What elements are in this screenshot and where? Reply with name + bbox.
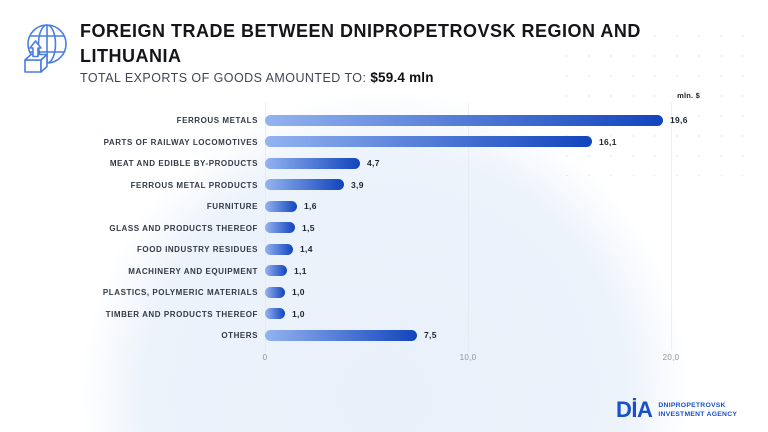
category-label: FERROUS METAL PRODUCTS xyxy=(130,180,258,190)
globe-export-icon xyxy=(24,24,67,73)
bar xyxy=(265,265,287,276)
dia-logo-text: DİA xyxy=(616,397,653,422)
category-label: GLASS AND PRODUCTS THEREOF xyxy=(109,223,258,233)
bar xyxy=(265,179,344,190)
agency-name-line2: INVESTMENT AGENCY xyxy=(658,411,738,418)
category-label: PARTS OF RAILWAY LOCOMOTIVES xyxy=(103,137,258,147)
bar xyxy=(265,222,295,233)
agency-name-line1: DNIPROPETROVSK xyxy=(658,402,726,409)
bar xyxy=(265,329,417,341)
bar xyxy=(265,200,297,212)
category-label: OTHERS xyxy=(221,331,258,340)
bar xyxy=(265,243,293,255)
category-label: PLASTICS, POLYMERIC MATERIALS xyxy=(102,288,258,297)
agency-name: DNIPROPETROVSK INVESTMENT AGENCY xyxy=(658,401,737,419)
axis-unit-label: mln. $ xyxy=(677,91,700,100)
value-label: 4,7 xyxy=(367,158,380,168)
subtitle: TOTAL EXPORTS OF GOODS AMOUNTED TO: $59.… xyxy=(80,70,434,85)
value-label: 1,4 xyxy=(300,244,313,254)
value-label: 1,0 xyxy=(292,308,305,319)
category-label: FURNITURE xyxy=(206,202,258,211)
x-tick-label: 20,0 xyxy=(662,353,680,362)
category-label: MACHINERY AND EQUIPMENT xyxy=(128,266,258,276)
bar xyxy=(265,114,663,126)
gridline xyxy=(671,103,672,351)
category-label: FOOD INDUSTRY RESIDUES xyxy=(136,245,258,254)
value-label: 7,5 xyxy=(424,330,437,340)
bar xyxy=(265,286,285,298)
value-label: 16,1 xyxy=(599,136,617,147)
bar xyxy=(265,136,592,147)
category-label: FERROUS METALS xyxy=(176,116,258,125)
gridline xyxy=(468,103,469,351)
x-tick-label: 10,0 xyxy=(459,353,477,362)
x-tick-label: 0 xyxy=(262,353,268,362)
value-label: 19,6 xyxy=(670,115,688,125)
agency-logo: DİA DNIPROPETROVSK INVESTMENT AGENCY xyxy=(616,398,737,422)
category-label: TIMBER AND PRODUCTS THEREOF xyxy=(105,309,258,319)
category-label: MEAT AND EDIBLE BY-PRODUCTS xyxy=(109,159,258,168)
value-label: 3,9 xyxy=(351,179,364,190)
value-label: 1,1 xyxy=(294,265,307,276)
value-label: 1,0 xyxy=(292,287,305,297)
subtitle-prefix: TOTAL EXPORTS OF GOODS AMOUNTED TO: xyxy=(80,71,367,85)
bar xyxy=(265,308,285,319)
value-label: 1,5 xyxy=(302,222,315,233)
subtitle-value: $59.4 mln xyxy=(370,70,434,85)
value-label: 1,6 xyxy=(304,201,317,211)
bar xyxy=(265,157,360,169)
page-title: FOREIGN TRADE BETWEEN DNIPROPETROVSK REG… xyxy=(80,21,641,66)
